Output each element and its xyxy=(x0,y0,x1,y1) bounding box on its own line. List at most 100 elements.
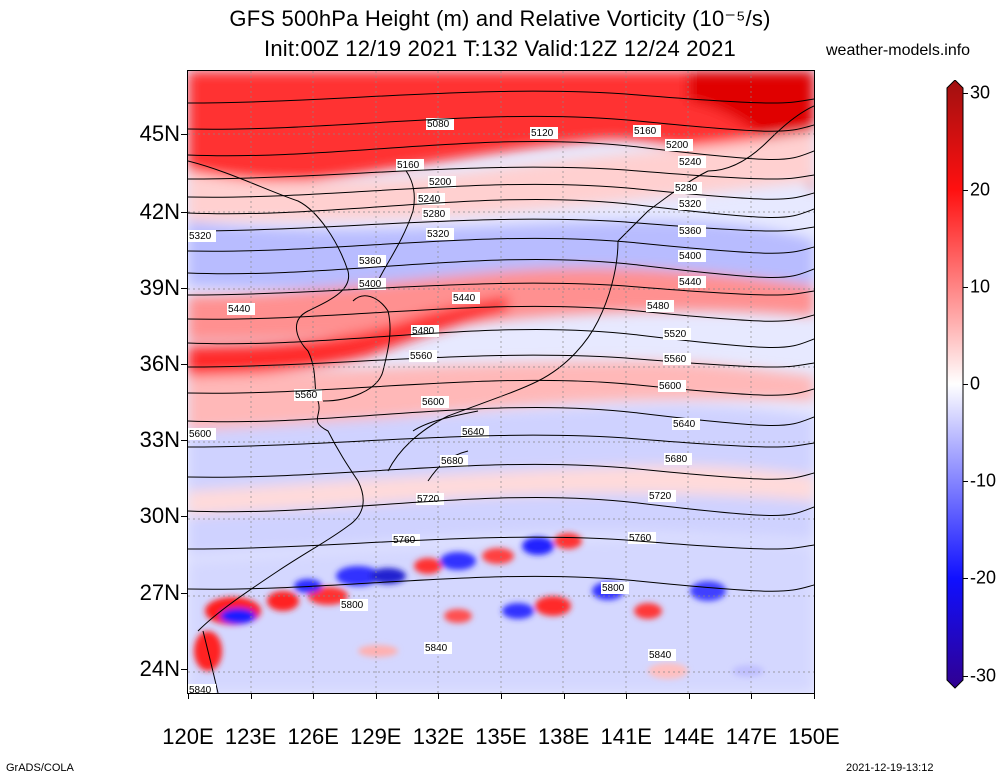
contour-label-bg xyxy=(674,182,702,194)
height-contour-line xyxy=(188,90,814,104)
lat-label: 30N xyxy=(139,503,180,528)
height-contour-line xyxy=(188,166,814,180)
contour-label-bg xyxy=(340,599,368,611)
contour-label-bg xyxy=(188,684,216,693)
colorbar-tick xyxy=(963,287,968,288)
contour-label: 5600 xyxy=(659,381,682,392)
contour-label-bg xyxy=(461,426,489,438)
contour-label: 5720 xyxy=(417,494,440,505)
colorbar-label: 20 xyxy=(970,179,991,200)
contour-label-bg xyxy=(358,255,386,267)
colorbar-label: 30 xyxy=(970,82,991,103)
contour-label-bg xyxy=(426,118,454,130)
height-contour-line xyxy=(188,183,814,200)
colorbar-tick xyxy=(963,93,968,94)
contour-label-bg xyxy=(665,139,693,151)
contour-label-bg xyxy=(664,453,692,465)
contour-label: 5800 xyxy=(602,583,625,594)
height-contour-line xyxy=(188,115,814,132)
lon-label: 138E xyxy=(537,724,590,749)
contour-label-bg xyxy=(663,353,691,365)
height-contour-line xyxy=(188,496,814,516)
contour-label: 5600 xyxy=(189,429,212,440)
lat-label: 27N xyxy=(139,580,180,605)
lat-tick xyxy=(181,212,187,213)
contour-label-bg xyxy=(358,278,386,290)
contour-label: 5240 xyxy=(679,157,702,168)
colorbar-label: 0 xyxy=(970,373,981,394)
contour-label: 5560 xyxy=(664,354,687,365)
height-contour-line xyxy=(188,536,814,550)
colorbar-tick xyxy=(963,676,968,677)
lat-label: 42N xyxy=(139,199,180,224)
contour-label-bg xyxy=(421,396,449,408)
lon-tick xyxy=(626,693,628,699)
contour-label: 5160 xyxy=(397,160,420,171)
contour-label-bg xyxy=(428,176,456,188)
contour-label: 5840 xyxy=(649,650,672,661)
contour-label-bg xyxy=(452,292,480,304)
contour-label: 5400 xyxy=(359,279,382,290)
lon-tick xyxy=(438,693,440,699)
footer-timestamp: 2021-12-19-13:12 xyxy=(846,762,934,774)
contour-label-bg xyxy=(188,230,216,242)
colorbar-tick xyxy=(963,578,968,579)
map-panel: 5080 5120 5160 5160 5200 5200 5240 5240 5280 5280… xyxy=(187,70,815,694)
contour-label-bg xyxy=(648,649,676,661)
height-contours: 5080 5120 5160 5160 5200 5200 5240 5240 5280 5280… xyxy=(188,90,814,693)
contour-label: 5400 xyxy=(679,251,702,262)
contour-label: 5120 xyxy=(531,128,554,139)
lat-tick xyxy=(181,516,187,517)
contour-label: 5560 xyxy=(410,351,433,362)
contour-label: 5560 xyxy=(295,390,318,401)
contour-label: 5280 xyxy=(423,209,446,220)
contour-label: 5680 xyxy=(441,456,464,467)
contour-label: 5480 xyxy=(647,301,670,312)
colorbar-label: -10 xyxy=(970,470,997,491)
contour-label: 5080 xyxy=(427,119,450,130)
contour-label-bg xyxy=(678,250,706,262)
lon-label: 132E xyxy=(412,724,465,749)
contour-label: 5480 xyxy=(412,326,435,337)
contour-label: 5640 xyxy=(462,427,485,438)
lon-label: 120E xyxy=(162,724,214,749)
height-contour-line xyxy=(188,258,814,278)
lon-tick xyxy=(563,693,565,699)
height-contour-line xyxy=(188,463,814,480)
height-contour-line xyxy=(188,379,814,396)
lon-label: 126E xyxy=(287,724,339,749)
lon-label: 144E xyxy=(663,724,715,749)
contour-label: 5680 xyxy=(665,454,688,465)
contour-label: 5200 xyxy=(666,140,689,151)
colorbar-label: -30 xyxy=(970,665,997,686)
height-contour-line xyxy=(188,406,814,426)
contour-label-bg xyxy=(601,582,629,594)
contour-label-bg xyxy=(648,490,676,502)
lat-tick xyxy=(181,593,187,594)
lon-label: 135E xyxy=(475,724,527,749)
lat-tick xyxy=(181,288,187,289)
contour-label: 5320 xyxy=(679,199,702,210)
lon-label: 129E xyxy=(350,724,402,749)
colorbar-label: 10 xyxy=(970,276,991,297)
contour-label-bg xyxy=(392,534,420,546)
contour-label: 5280 xyxy=(675,183,698,194)
contour-label-bg xyxy=(440,455,468,467)
contour-label-bg xyxy=(417,193,445,205)
contour-label: 5760 xyxy=(629,533,652,544)
contour-label-bg xyxy=(426,228,454,240)
contour-label: 5360 xyxy=(679,226,702,237)
contour-label: 5320 xyxy=(189,231,212,242)
contour-label-bg xyxy=(646,300,674,312)
colorbar-label: -20 xyxy=(970,567,997,588)
chart-title: GFS 500hPa Height (m) and Relative Vorti… xyxy=(229,6,771,31)
graticule xyxy=(188,71,814,693)
height-contour-line xyxy=(188,354,814,368)
contour-label: 5840 xyxy=(425,643,448,654)
lon-tick xyxy=(250,693,252,699)
contour-label-bg xyxy=(672,418,700,430)
colorbar-bar xyxy=(946,80,964,689)
height-contour-line xyxy=(188,282,814,296)
contour-label-bg xyxy=(530,127,558,139)
lon-label: 123E xyxy=(224,724,277,749)
